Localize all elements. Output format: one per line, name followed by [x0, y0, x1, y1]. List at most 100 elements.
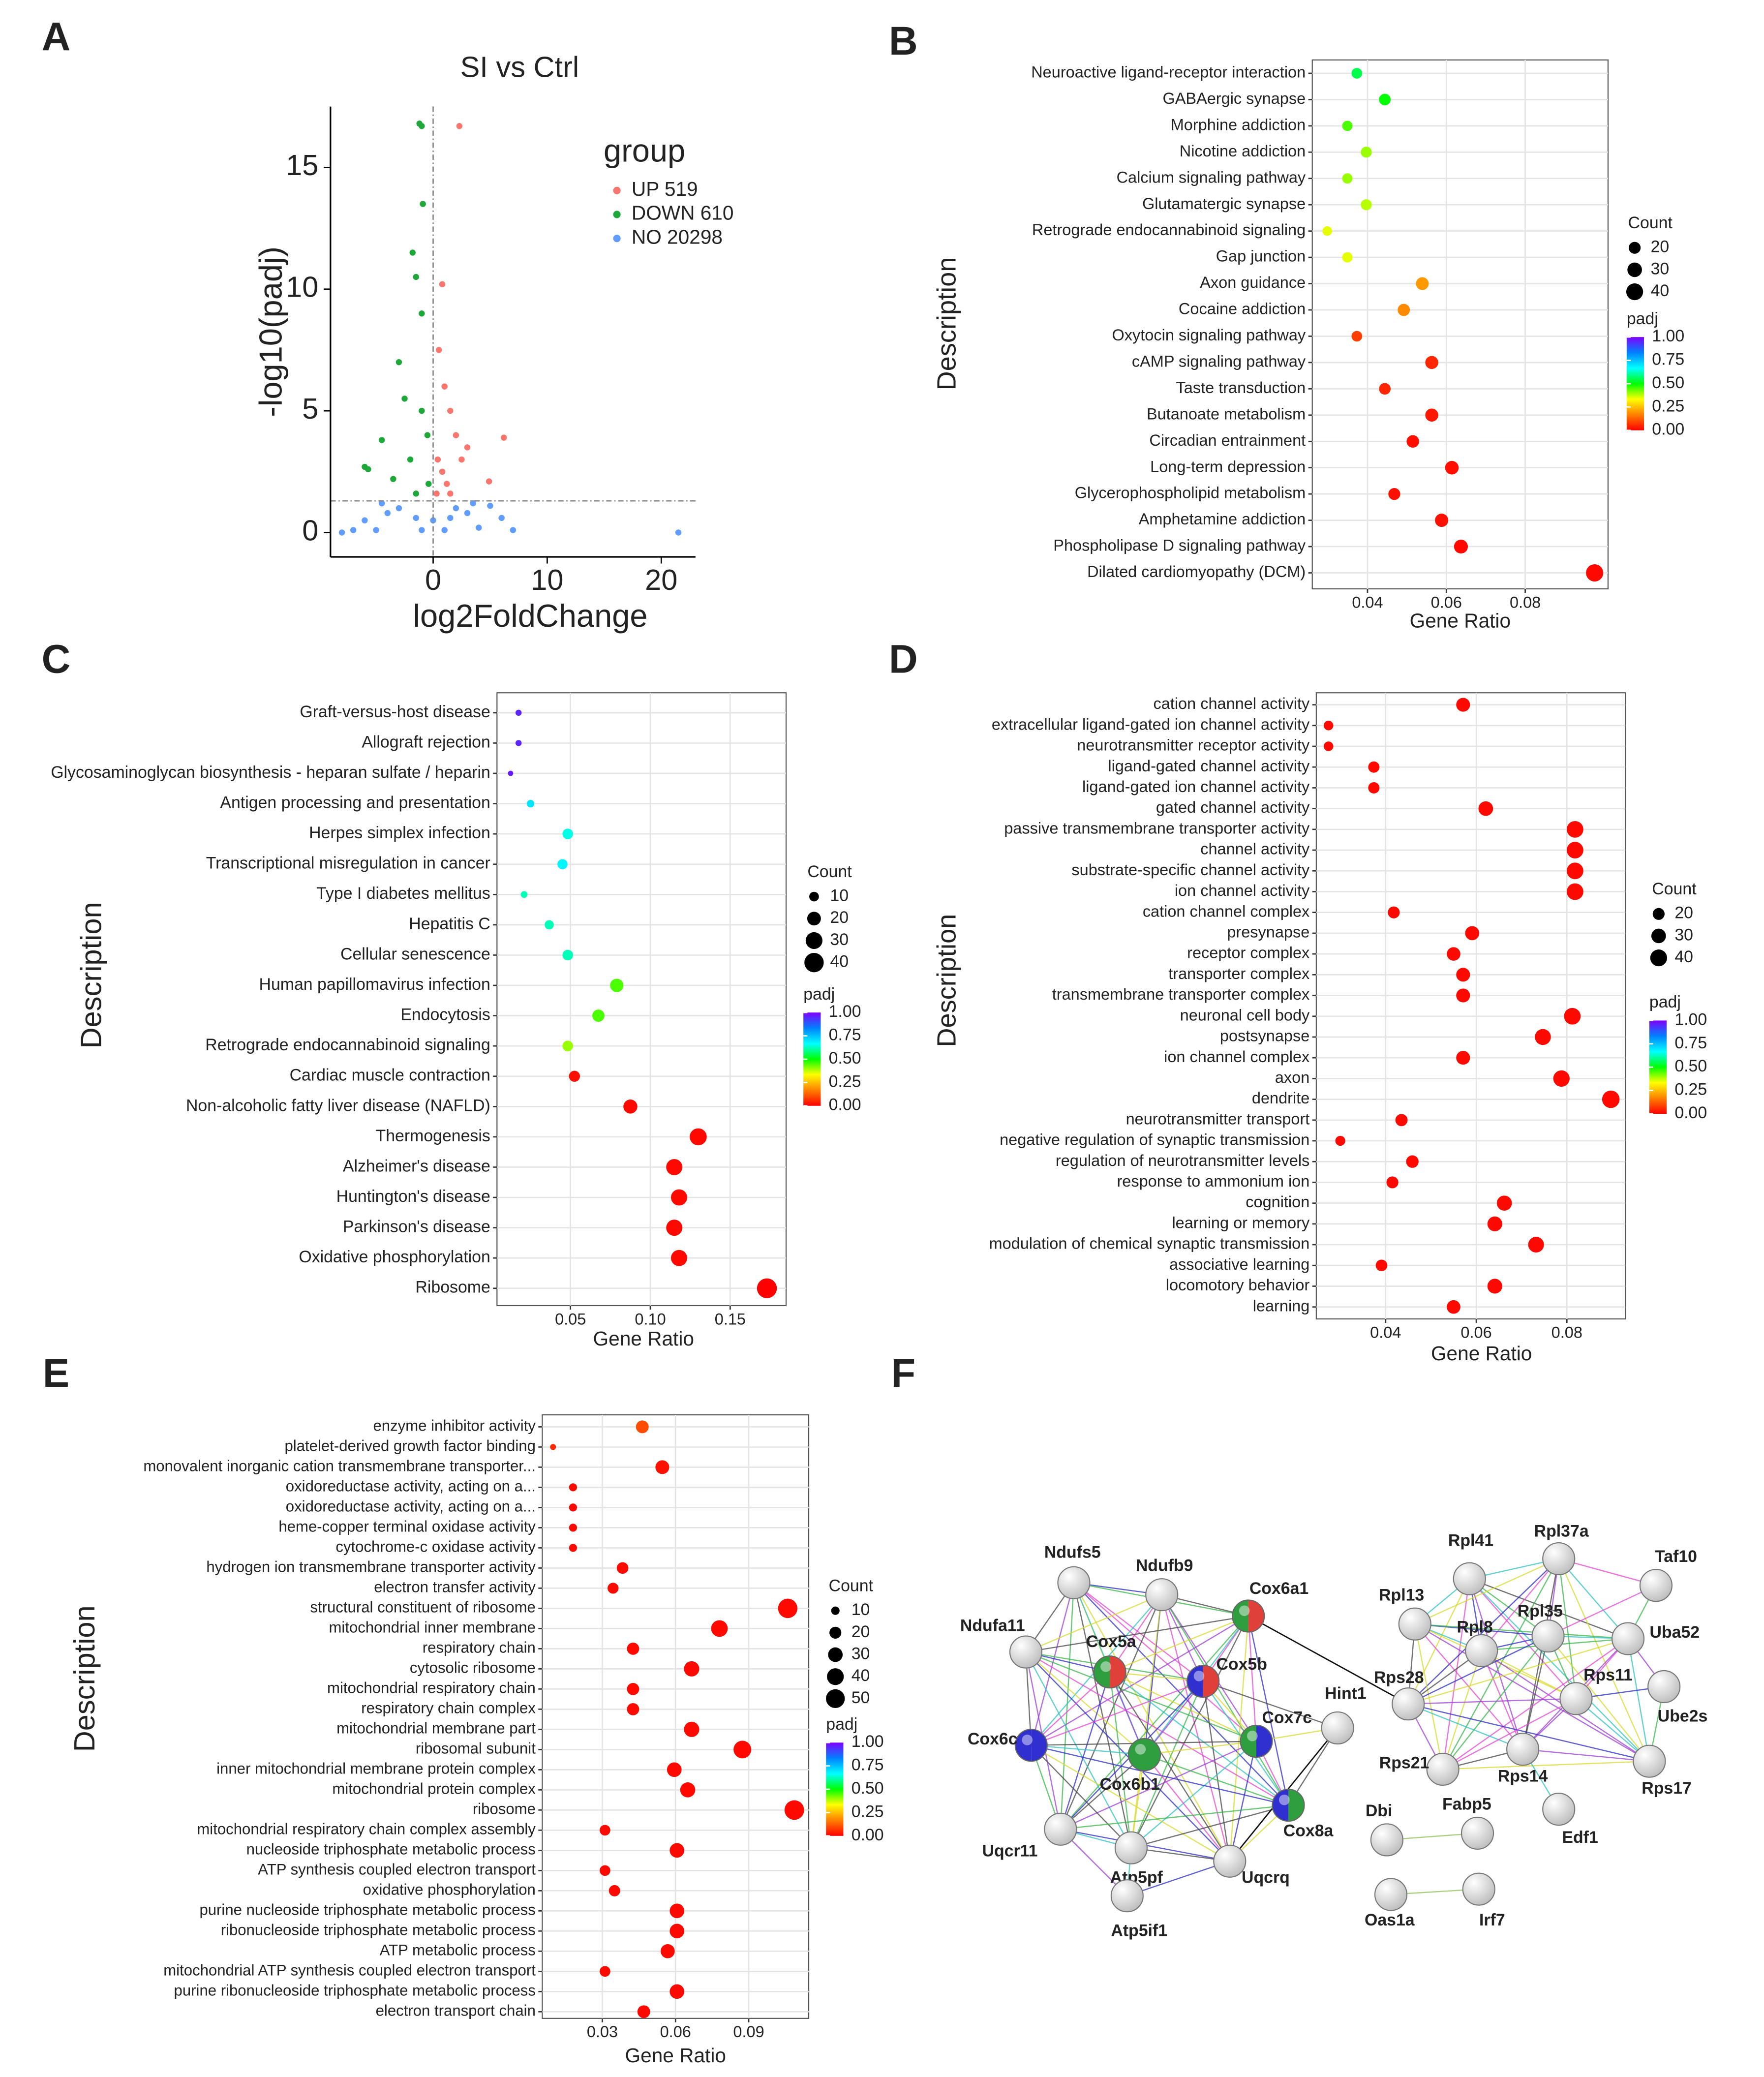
dot	[1445, 460, 1459, 475]
node	[1057, 1566, 1091, 1599]
node-label: Rps21	[1379, 1754, 1429, 1772]
point	[419, 527, 425, 533]
legend-swatch	[1626, 283, 1643, 301]
edge	[1469, 1578, 1577, 1699]
y-tick-label: Glutamatergic synapse	[1142, 195, 1306, 213]
y-tick-label: mitochondrial membrane part	[336, 1720, 536, 1737]
edge	[1060, 1804, 1289, 1830]
node	[1044, 1812, 1077, 1846]
point	[444, 481, 450, 487]
edge	[1025, 1651, 1145, 1755]
colorbar-label: 0.25	[1652, 397, 1684, 415]
point	[424, 432, 431, 438]
node-ring	[1014, 1729, 1048, 1762]
y-axis-label: -log10(padj)	[253, 246, 289, 417]
colorbar-label: 1.00	[1652, 327, 1684, 345]
chart-title: SI vs Ctrl	[460, 51, 579, 84]
point	[395, 359, 402, 366]
dot	[550, 1444, 556, 1450]
point	[447, 490, 454, 497]
colorbar-label: 0.75	[852, 1756, 884, 1774]
y-tick-label: nucleoside triphosphate metabolic proces…	[246, 1841, 536, 1858]
plot-background	[496, 692, 787, 1307]
edge	[1415, 1623, 1628, 1640]
point	[395, 505, 402, 512]
edge	[1026, 1651, 1257, 1742]
legend-swatch	[809, 891, 819, 902]
node	[1460, 1816, 1494, 1850]
y-tick-label: Type I diabetes mellitus	[316, 884, 490, 903]
edge	[1130, 1594, 1162, 1848]
dot	[1342, 252, 1353, 263]
legend-label: 30	[852, 1644, 870, 1663]
x-tick-label: 0.06	[1431, 593, 1462, 611]
colorbar-label: 0.00	[829, 1096, 861, 1114]
y-tick-label: mitochondrial respiratory chain	[327, 1680, 536, 1697]
node-label: Atp5if1	[1111, 1922, 1167, 1940]
plot-background	[1315, 692, 1626, 1320]
edge	[1247, 1616, 1257, 1741]
y-tick-label: mitochondrial protein complex	[332, 1780, 536, 1798]
dot	[778, 1598, 798, 1619]
colorbar-label: 0.00	[1674, 1103, 1707, 1122]
point	[501, 434, 507, 441]
edge	[1144, 1741, 1257, 1755]
node-half	[1288, 1789, 1305, 1822]
edge	[1026, 1615, 1248, 1653]
node	[1392, 1687, 1425, 1721]
point	[447, 407, 454, 414]
y-tick-label: Parkinson's disease	[343, 1218, 490, 1236]
node-half	[1232, 1600, 1248, 1632]
y-tick-label: respiratory chain complex	[361, 1700, 536, 1717]
edge	[1031, 1615, 1249, 1746]
legend-title: Count	[829, 1576, 874, 1595]
legend-title: padj	[803, 985, 835, 1004]
dot	[627, 1703, 639, 1715]
y-tick-label: ATP synthesis coupled electron transport	[258, 1861, 536, 1878]
edge	[1481, 1558, 1559, 1651]
dot	[1456, 968, 1470, 982]
dot	[1406, 435, 1419, 448]
node	[1110, 1879, 1144, 1913]
dot	[1566, 883, 1583, 900]
x-tick-label: 0.09	[733, 2023, 764, 2041]
colorbar-label: 1.00	[1674, 1010, 1707, 1029]
edge	[1522, 1558, 1559, 1750]
y-tick-label: 15	[286, 149, 318, 182]
legend-title: Count	[1652, 880, 1697, 898]
point	[675, 529, 682, 536]
point	[447, 515, 454, 521]
y-tick-label: passive transmembrane transporter activi…	[1004, 819, 1310, 837]
edge	[1031, 1744, 1289, 1806]
x-axis-label: log2FoldChange	[413, 598, 648, 634]
y-tick-label: extracellular ligand-gated ion channel a…	[992, 715, 1310, 733]
node-half	[1144, 1739, 1161, 1771]
y-tick-label: Cellular senescence	[340, 945, 490, 963]
node-half	[1015, 1729, 1032, 1762]
dot	[557, 859, 568, 870]
dot	[1323, 721, 1334, 731]
dot	[670, 1189, 687, 1206]
legend-label: 40	[1651, 281, 1670, 300]
edge	[1073, 1582, 1230, 1862]
node-ring	[1232, 1599, 1265, 1633]
y-tick-label: oxidoreductase activity, acting on a...	[286, 1478, 536, 1495]
node	[1633, 1744, 1666, 1778]
edge	[1203, 1680, 1338, 1729]
legend-label: UP 519	[632, 178, 698, 200]
y-tick-label: ligand-gated ion channel activity	[1082, 778, 1310, 795]
dot	[1335, 1135, 1345, 1146]
point	[430, 517, 436, 524]
y-tick-label: Oxidative phosphorylation	[299, 1248, 490, 1266]
edge	[1109, 1671, 1289, 1806]
point	[426, 481, 432, 487]
edge	[1060, 1583, 1075, 1830]
dot	[1456, 988, 1470, 1003]
edge	[1144, 1754, 1289, 1806]
y-tick-label: ribosome	[473, 1801, 536, 1818]
y-tick-label: axon	[1275, 1069, 1309, 1086]
x-tick-label: 0.03	[587, 2023, 618, 2041]
node-half	[1272, 1789, 1288, 1822]
dot	[1351, 68, 1363, 79]
y-tick-label: Non-alcoholic fatty liver disease (NAFLD…	[186, 1096, 490, 1115]
